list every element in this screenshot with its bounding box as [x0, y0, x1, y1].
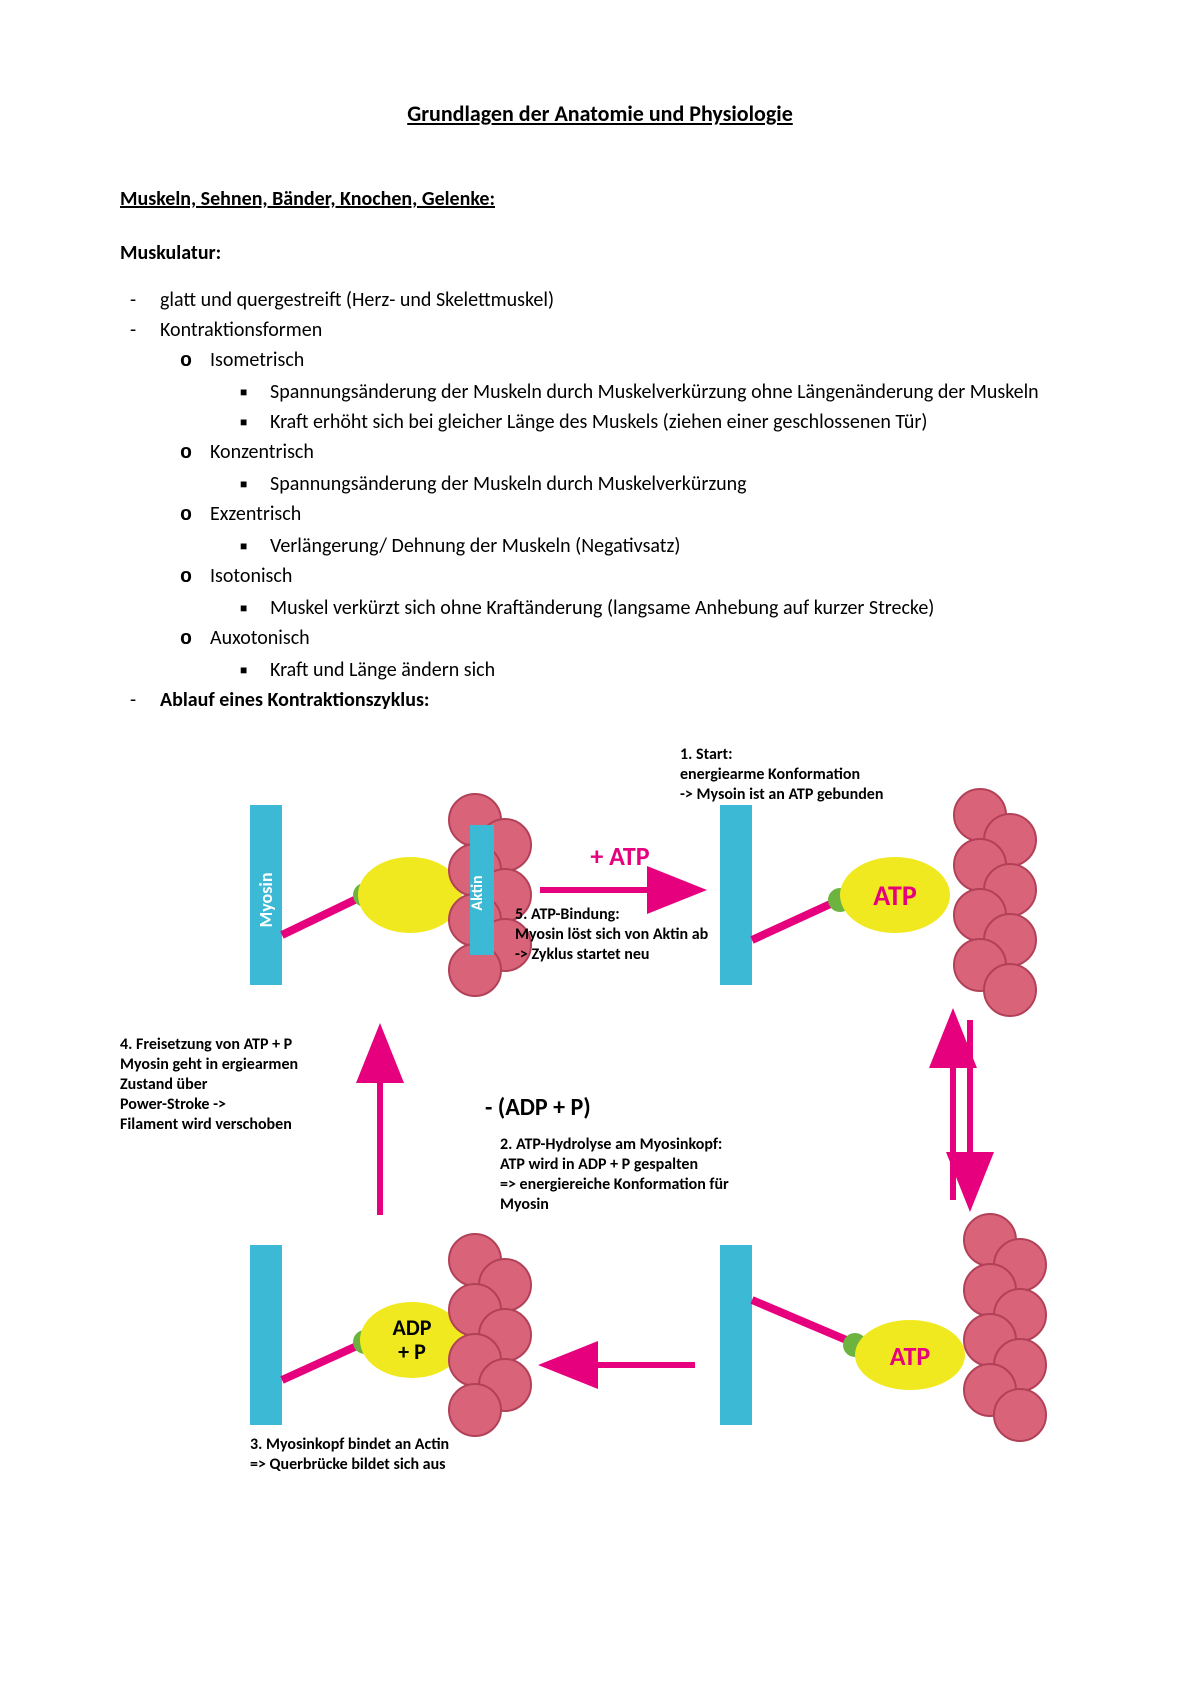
list-item: Konzentrisch Spannungsänderung der Muske…	[210, 437, 1080, 499]
list-item: Verlängerung/ Dehnung der Muskeln (Negat…	[270, 531, 1080, 561]
list-item: Kraft erhöht sich bei gleicher Länge des…	[270, 407, 1080, 437]
list-item: Ablauf eines Kontraktionszyklus:	[160, 685, 1080, 715]
aktin-label: Aktin	[468, 875, 487, 910]
sub-heading: Muskulatur:	[120, 241, 1080, 265]
minus-adp-label: - (ADP + P)	[485, 1093, 591, 1122]
list-item: Kontraktionsformen Isometrisch Spannungs…	[160, 315, 1080, 685]
main-list: glatt und quergestreift (Herz- und Skele…	[120, 285, 1080, 715]
caption-1: 1. Start:energiearme Konformation-> Myso…	[680, 745, 1020, 805]
caption-4: 4. Freisetzung von ATP + PMyosin geht in…	[120, 1035, 350, 1135]
list-item: Isometrisch Spannungsänderung der Muskel…	[210, 345, 1080, 437]
adp-p-label: + P	[398, 1338, 426, 1365]
list-item: Isotonisch Muskel verkürzt sich ohne Kra…	[210, 561, 1080, 623]
caption-2: 2. ATP-Hydrolyse am Myosinkopf:ATP wird …	[500, 1135, 790, 1215]
atp-label-2: ATP	[890, 1340, 931, 1372]
atp-label: ATP	[873, 878, 917, 913]
list-item: glatt und quergestreift (Herz- und Skele…	[160, 285, 1080, 315]
list-item: Spannungsänderung der Muskeln durch Musk…	[270, 469, 1080, 499]
plus-atp-label: + ATP	[590, 840, 649, 872]
section-heading: Muskeln, Sehnen, Bänder, Knochen, Gelenk…	[120, 187, 1080, 211]
caption-3: 3. Myosinkopf bindet an Actin=> Querbrüc…	[250, 1435, 530, 1475]
list-item: Exzentrisch Verlängerung/ Dehnung der Mu…	[210, 499, 1080, 561]
list-item: Spannungsänderung der Muskeln durch Musk…	[270, 377, 1080, 407]
adp-label: ADP	[393, 1314, 432, 1341]
caption-5: 5. ATP-Bindung:Myosin löst sich von Akti…	[515, 905, 765, 965]
page-title: Grundlagen der Anatomie und Physiologie	[120, 100, 1080, 127]
list-item: Muskel verkürzt sich ohne Kraftänderung …	[270, 593, 1080, 623]
contraction-cycle-diagram: Myosin Aktin ATP	[120, 745, 1080, 1485]
myosin-label: Myosin	[255, 872, 277, 927]
list-item: Auxotonisch Kraft und Länge ändern sich	[210, 623, 1080, 685]
list-item: Kraft und Länge ändern sich	[270, 655, 1080, 685]
